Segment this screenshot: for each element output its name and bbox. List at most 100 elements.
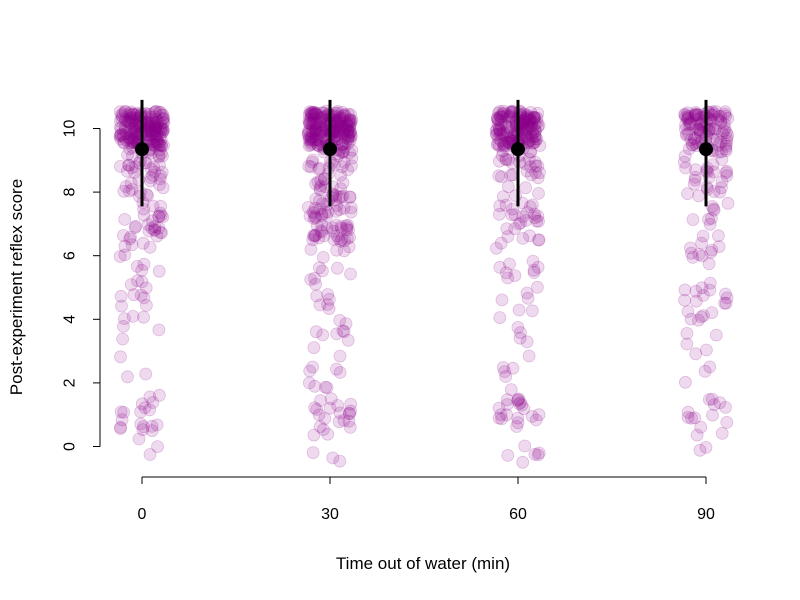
data-point: [500, 109, 514, 122]
data-point: [334, 234, 348, 248]
data-point: [114, 128, 128, 142]
data-point: [331, 105, 345, 118]
data-point: [148, 122, 162, 136]
data-point: [527, 266, 541, 279]
data-point: [715, 153, 729, 166]
data-point: [156, 181, 170, 195]
data-point: [156, 122, 170, 136]
data-point: [308, 379, 322, 393]
data-point: [533, 166, 546, 180]
data-point: [152, 148, 166, 162]
data-point: [519, 214, 533, 227]
data-point: [524, 119, 538, 133]
data-point: [679, 375, 692, 389]
data-point: [155, 165, 169, 179]
data-point: [715, 181, 728, 195]
data-point: [149, 127, 163, 141]
data-point: [144, 119, 158, 133]
data-point: [528, 447, 542, 461]
data-point: [323, 401, 337, 415]
data-point: [516, 455, 530, 469]
data-point: [124, 176, 138, 190]
data-point: [337, 201, 351, 215]
data-point: [117, 135, 131, 149]
data-point: [511, 411, 525, 425]
data-point: [501, 230, 515, 243]
data-point: [127, 288, 141, 302]
data-point: [715, 175, 729, 189]
data-point: [308, 229, 322, 243]
data-point: [116, 107, 130, 121]
data-point: [123, 232, 137, 246]
data-point: [521, 136, 535, 150]
data-point: [522, 119, 536, 133]
data-point: [341, 120, 354, 133]
data-point: [499, 198, 513, 212]
data-point: [115, 413, 129, 427]
data-point: [135, 263, 149, 277]
data-point: [146, 126, 160, 140]
data-point: [705, 392, 719, 406]
data-point: [126, 126, 140, 140]
data-point: [307, 428, 321, 442]
data-point: [340, 221, 354, 235]
data-point: [490, 122, 504, 136]
data-point: [341, 117, 355, 131]
data-point: [683, 117, 697, 130]
data-point: [344, 129, 358, 143]
data-point: [154, 139, 168, 153]
data-point: [708, 122, 722, 136]
data-point: [134, 288, 148, 302]
data-point: [693, 443, 707, 457]
data-point: [314, 394, 327, 407]
data-point: [119, 114, 132, 128]
data-point: [303, 116, 317, 130]
data-point: [495, 110, 509, 124]
data-point: [527, 111, 541, 125]
data-point: [489, 128, 503, 142]
data-point: [318, 205, 332, 219]
data-point: [506, 361, 520, 375]
data-point: [680, 127, 694, 141]
data-point: [127, 111, 141, 125]
data-point: [688, 120, 702, 133]
data-point: [497, 104, 511, 118]
data-point: [309, 117, 323, 131]
data-point: [344, 205, 358, 219]
data-point: [526, 127, 540, 141]
data-point: [689, 347, 703, 361]
data-point: [682, 127, 696, 140]
data-point: [336, 146, 350, 159]
data-point: [532, 119, 546, 132]
data-point: [156, 210, 170, 224]
data-point: [520, 132, 534, 146]
data-point: [516, 231, 530, 245]
data-point: [156, 125, 170, 138]
data-point: [343, 126, 357, 140]
data-point: [707, 202, 720, 216]
data-point: [148, 220, 162, 234]
data-point: [692, 248, 706, 261]
data-point: [124, 122, 138, 136]
data-point: [679, 110, 693, 124]
data-point: [495, 412, 509, 426]
data-point: [114, 420, 127, 434]
data-point: [152, 138, 166, 151]
data-point: [521, 109, 534, 123]
data-point: [329, 204, 343, 218]
data-point: [124, 278, 138, 292]
data-point: [121, 114, 134, 128]
x-tick-label: 0: [138, 506, 147, 523]
data-point: [521, 291, 535, 305]
data-point: [345, 113, 359, 127]
data-point: [302, 139, 316, 153]
data-point: [127, 124, 141, 138]
data-point: [692, 189, 706, 203]
data-point: [320, 381, 334, 395]
data-point: [335, 106, 349, 119]
data-point: [492, 139, 506, 153]
data-point: [681, 106, 694, 120]
data-point: [151, 115, 165, 129]
data-point: [527, 136, 541, 150]
data-point: [705, 200, 719, 213]
